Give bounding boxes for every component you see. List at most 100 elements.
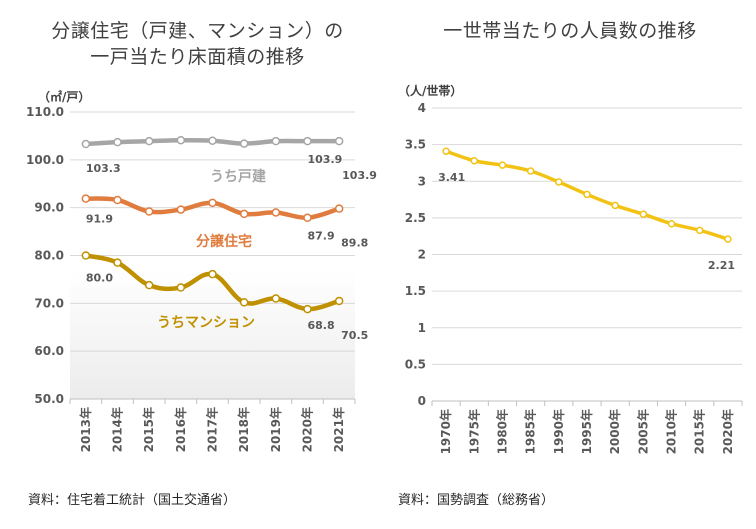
data-point-marker: [113, 137, 122, 147]
x-tick-label: 2018年: [236, 407, 251, 452]
data-point-marker: [271, 208, 281, 217]
data-point-marker: [81, 194, 91, 203]
data-point-marker: [113, 195, 122, 205]
series-name-label: うち戸建: [210, 168, 266, 185]
data-point-marker: [583, 190, 591, 199]
right-source-note: 資料：国勢調査（総務省）: [398, 493, 555, 508]
left-line-chart: 110.0 100.0 90.0 80.0 70.0 60.0 50.0 2013年 2014年…: [26, 105, 377, 452]
y-tick-label: 0.5: [405, 357, 426, 371]
x-tick-label: 2017年: [205, 407, 220, 452]
data-point-marker: [208, 136, 217, 145]
data-point-marker: [667, 219, 676, 228]
data-point-marker: [724, 235, 732, 243]
y-tick-label: 1.5: [405, 284, 426, 298]
y-tick-label: 80.0: [34, 249, 64, 263]
data-point-marker: [208, 198, 217, 208]
data-point-marker: [555, 178, 563, 186]
x-tick-label: 1985年: [523, 409, 538, 454]
data-point-marker: [303, 213, 312, 222]
data-point-marker: [271, 136, 281, 146]
x-tick-label: 1975年: [466, 409, 481, 454]
y-tick-label: 2.5: [405, 211, 426, 225]
data-point-marker: [176, 283, 186, 292]
data-label: 89.8: [341, 237, 368, 250]
data-point-marker: [334, 204, 344, 213]
data-label: 2.21: [708, 259, 735, 272]
x-tick-label: 2015年: [141, 407, 156, 452]
x-tick-label: 2010年: [664, 409, 679, 454]
data-point-marker: [208, 269, 217, 279]
data-point-marker: [144, 207, 154, 216]
data-label: 70.5: [341, 329, 368, 342]
x-tick-label: 2000年: [607, 409, 622, 454]
series-name-label: うちマンション: [157, 315, 255, 331]
data-label: 103.9: [342, 169, 377, 182]
data-point-marker: [113, 258, 122, 267]
x-tick-label: 2016年: [173, 407, 188, 452]
y-tick-label: 70.0: [34, 296, 64, 310]
y-tick-label: 3.5: [405, 138, 426, 152]
data-point-marker: [695, 226, 704, 235]
x-tick-label: 2015年: [692, 409, 707, 454]
right-title-line-1: 一世帯当たりの人員数の推移: [443, 20, 697, 42]
data-point-marker: [639, 210, 648, 218]
left-y-unit: （㎡/戸）: [38, 90, 91, 104]
data-point-marker: [334, 296, 344, 306]
left-title-line-2: 一戸当たり床面積の推移: [90, 46, 305, 68]
data-label: 3.41: [438, 171, 465, 184]
x-tick-label: 2019年: [268, 407, 283, 452]
left-chart-title: 分譲住宅（戸建、マンション）の 一戸当たり床面積の推移: [20, 18, 375, 70]
data-label: 91.9: [86, 213, 113, 226]
data-point-marker: [144, 280, 154, 290]
x-tick-label: 2005年: [635, 409, 650, 454]
data-point-marker: [442, 147, 450, 155]
data-point-marker: [498, 161, 507, 169]
left-title-line-1: 分譲住宅（戸建、マンション）の: [51, 20, 344, 42]
data-label: 87.9: [308, 230, 335, 243]
data-point-marker: [526, 167, 535, 175]
x-tick-label: 1980年: [494, 409, 509, 454]
y-tick-label: 90.0: [34, 201, 64, 215]
data-label: 103.3: [86, 162, 121, 175]
data-label: 68.8: [308, 319, 335, 332]
x-tick-label: 2013年: [78, 407, 93, 452]
data-point-marker: [239, 209, 249, 219]
x-tick-label: 2021年: [331, 407, 346, 452]
data-point-marker: [470, 156, 479, 165]
data-point-marker: [303, 136, 312, 146]
y-tick-label: 60.0: [34, 344, 64, 358]
y-tick-label: 100.0: [26, 153, 64, 167]
y-tick-label: 50.0: [34, 392, 64, 406]
data-point-marker: [271, 294, 281, 303]
x-tick-label: 2020年: [720, 409, 735, 454]
series-name-label: 分譲住宅: [196, 233, 252, 250]
data-point-marker: [81, 139, 91, 149]
data-point-marker: [239, 139, 249, 148]
y-tick-label: 1: [418, 321, 426, 335]
y-tick-label: 4: [418, 101, 426, 115]
data-point-marker: [239, 298, 249, 307]
y-tick-label: 110.0: [26, 105, 64, 119]
data-point-marker: [176, 205, 186, 214]
data-label: 103.9: [308, 153, 343, 166]
data-point-marker: [176, 135, 186, 145]
right-chart-title: 一世帯当たりの人員数の推移: [395, 18, 745, 44]
data-point-marker: [144, 136, 154, 146]
x-tick-label: 2014年: [110, 407, 125, 452]
y-tick-label: 2: [418, 248, 426, 262]
data-label: 80.0: [86, 272, 113, 285]
data-point-marker: [334, 136, 344, 146]
y-tick-label: 3: [418, 174, 426, 188]
data-point-marker: [611, 201, 619, 210]
x-tick-label: 1970年: [438, 409, 453, 454]
right-y-unit: （人/世帯）: [398, 84, 463, 98]
x-tick-label: 2020年: [300, 407, 315, 452]
right-line-chart: 4 3.5 3 2.5 2 1.5 1 0.5 0 1970年 1975年 1980年 1985年 199…: [405, 101, 743, 454]
data-point-marker: [81, 251, 91, 260]
data-point-marker: [303, 304, 312, 314]
y-tick-label: 0: [418, 394, 426, 408]
x-tick-label: 1990年: [551, 409, 566, 454]
x-tick-label: 1995年: [579, 409, 594, 454]
left-source-note: 資料：住宅着工統計（国土交通省）: [28, 493, 237, 508]
